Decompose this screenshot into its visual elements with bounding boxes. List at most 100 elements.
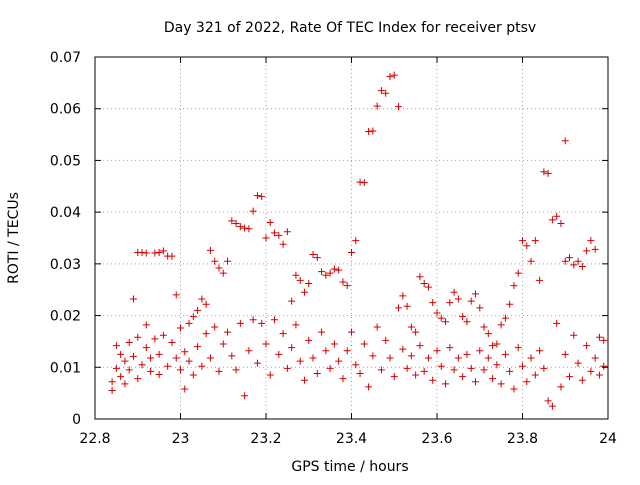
data-point <box>373 102 381 110</box>
data-point <box>382 336 390 344</box>
data-point <box>544 169 552 177</box>
x-tick-label: 23.6 <box>421 431 452 447</box>
data-point <box>206 246 214 254</box>
data-point <box>450 366 458 374</box>
data-point <box>356 178 364 186</box>
data-point <box>416 273 424 281</box>
data-point <box>348 248 355 256</box>
data-point <box>151 335 159 343</box>
x-tick-label: 24 <box>599 431 617 447</box>
data-point <box>450 288 458 296</box>
x-tick-label: 23.8 <box>507 431 538 447</box>
data-point <box>296 357 304 365</box>
data-point <box>386 354 394 362</box>
data-point <box>318 328 326 336</box>
data-point <box>232 220 240 228</box>
x-tick-label: 23 <box>172 431 190 447</box>
data-point <box>510 282 518 290</box>
data-point <box>523 378 531 386</box>
data-point <box>309 251 317 259</box>
data-point <box>493 361 501 369</box>
data-point <box>489 375 497 383</box>
data-point <box>292 271 300 279</box>
data-point <box>561 137 569 145</box>
data-point <box>177 366 184 374</box>
data-point <box>484 330 492 338</box>
data-point <box>446 299 454 307</box>
data-point <box>429 376 437 384</box>
data-point <box>241 392 249 400</box>
data-point <box>514 269 522 277</box>
data-point <box>574 257 582 265</box>
data-point <box>177 324 184 332</box>
data-point <box>454 354 462 362</box>
data-point <box>241 224 249 232</box>
data-point <box>407 352 415 360</box>
data-point <box>283 228 291 236</box>
data-point <box>557 220 565 228</box>
x-tick-label: 23.4 <box>336 431 367 447</box>
data-point <box>253 192 261 200</box>
data-point <box>583 342 591 350</box>
x-tick-label: 23.2 <box>250 431 281 447</box>
data-point <box>343 282 351 290</box>
data-point <box>138 361 146 369</box>
data-point <box>271 316 279 324</box>
data-point <box>489 342 497 350</box>
data-point <box>206 354 214 362</box>
data-point <box>300 376 308 384</box>
data-point <box>228 217 236 225</box>
data-point <box>164 362 172 370</box>
data-point <box>129 352 137 360</box>
data-point <box>275 350 283 358</box>
data-point <box>429 299 437 307</box>
data-point <box>245 225 253 233</box>
data-point <box>343 347 351 355</box>
data-point <box>467 364 475 372</box>
data-point <box>185 319 193 327</box>
data-point <box>591 245 599 253</box>
data-point <box>519 362 526 370</box>
data-point <box>224 328 232 336</box>
data-point <box>561 350 569 358</box>
data-point <box>348 328 355 336</box>
data-point <box>219 269 227 277</box>
data-point <box>215 367 223 375</box>
data-point <box>424 354 432 362</box>
data-point <box>288 297 296 305</box>
data-point <box>283 364 291 372</box>
data-point <box>578 376 586 384</box>
data-point <box>412 328 420 336</box>
data-point <box>369 127 377 135</box>
data-point <box>484 354 492 362</box>
data-point <box>471 378 479 386</box>
data-point <box>198 362 206 370</box>
y-tick-label: 0.04 <box>50 205 81 221</box>
data-point <box>117 350 125 358</box>
data-point <box>536 347 544 355</box>
data-point <box>330 340 338 348</box>
data-point <box>561 257 569 265</box>
data-point <box>446 344 454 352</box>
data-point <box>305 280 313 288</box>
data-point <box>202 300 210 308</box>
data-point <box>600 362 608 370</box>
data-points <box>108 71 608 410</box>
data-point <box>548 216 556 224</box>
data-point <box>112 342 120 350</box>
data-point <box>339 375 347 383</box>
data-point <box>424 283 432 291</box>
data-point <box>591 354 599 362</box>
data-point <box>480 323 488 331</box>
data-point <box>437 362 445 370</box>
data-point <box>463 318 471 326</box>
data-point <box>352 361 360 369</box>
data-point <box>536 276 544 284</box>
data-point <box>194 343 202 351</box>
data-point <box>125 366 133 374</box>
data-point <box>356 369 364 377</box>
data-point <box>168 338 176 346</box>
data-point <box>360 179 368 187</box>
y-tick-label: 0.03 <box>50 257 81 273</box>
data-point <box>531 371 539 379</box>
